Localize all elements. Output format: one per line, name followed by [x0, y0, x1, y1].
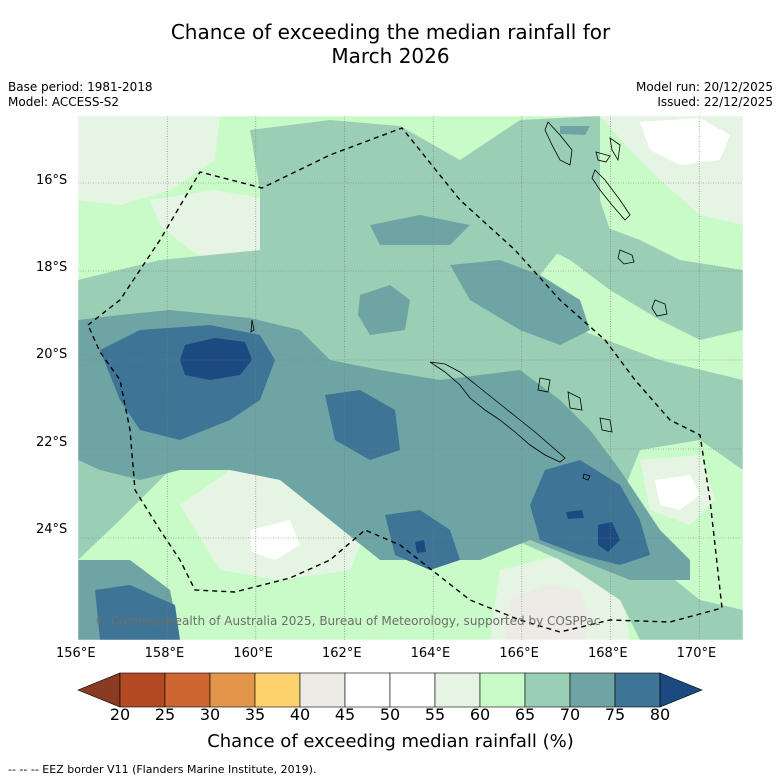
- region-75-80-south: [385, 510, 460, 570]
- vanuatu-central-coast: [591, 169, 631, 221]
- region-70-75-northeast: [450, 260, 590, 345]
- vanuatu-east-coast: [595, 137, 621, 163]
- lon-tick-label: 162°E: [322, 646, 362, 661]
- copyright-notice: © Commonwealth of Australia 2025, Bureau…: [95, 614, 601, 628]
- region-45-55-south: [250, 520, 300, 560]
- colorbar-bin: [119, 672, 166, 708]
- colorbar: [77, 672, 703, 708]
- lon-tick-label: 158°E: [144, 646, 185, 661]
- colorbar-tick-label: 75: [604, 705, 626, 724]
- meta-right: Model run: 20/12/2025 Issued: 22/12/2025: [636, 80, 773, 110]
- colorbar-bin: [299, 672, 346, 708]
- lon-tick-label: 160°E: [233, 646, 273, 661]
- eez-border: [87, 127, 723, 633]
- model-name: Model: ACCESS-S2: [8, 95, 120, 109]
- eez-legend-note: -- -- -- EEZ border V11 (Flanders Marine…: [8, 763, 317, 776]
- lat-tick-label: 18°S: [36, 259, 68, 275]
- region-45-55-north: [640, 118, 730, 165]
- colorbar-bins: [119, 672, 661, 708]
- colorbar-tick-label: 80: [649, 705, 671, 724]
- colorbar-tick-label: 60: [469, 705, 491, 724]
- colorbar-bin: [614, 672, 661, 708]
- isle-of-pines-coast: [582, 473, 591, 481]
- region-75-80-far-southwest: [95, 585, 180, 640]
- colorbar-bin: [569, 672, 616, 708]
- chesterfield-coast: [250, 319, 255, 333]
- loyalty-islands-coast: [537, 377, 613, 433]
- lat-tick-label: 16°S: [36, 172, 68, 188]
- title-line-2: March 2026: [331, 44, 450, 68]
- vanuatu-north-coast: [544, 121, 573, 166]
- issued-date: Issued: 22/12/2025: [657, 95, 773, 109]
- colorbar-tick-label: 45: [334, 705, 356, 724]
- colorbar-tick-label: 70: [559, 705, 581, 724]
- region-75-80-southeast: [530, 460, 650, 565]
- colorbar-tick-label: 40: [289, 705, 311, 724]
- colorbar-tick-label: 65: [514, 705, 536, 724]
- region-45-55-east: [655, 475, 700, 510]
- colorbar-tick-label: 55: [424, 705, 446, 724]
- colorbar-bin: [344, 672, 391, 708]
- model-run: Model run: 20/12/2025: [635, 80, 773, 94]
- lon-tick-label: 164°E: [410, 646, 451, 661]
- colorbar-bin: [524, 672, 571, 708]
- region-65-70-east: [520, 225, 743, 340]
- colorbar-bin: [254, 672, 301, 708]
- lon-tick-label: 168°E: [588, 646, 628, 661]
- coastlines: [250, 121, 668, 481]
- region-over-80-southeast-a: [598, 522, 620, 552]
- map-fill-layer: [78, 116, 743, 640]
- region-over-80-south: [415, 540, 426, 553]
- lon-tick-label: 166°E: [499, 646, 539, 661]
- region-over-80-west: [180, 338, 252, 380]
- region-70-75-mid: [358, 285, 410, 335]
- region-70-75-top-right: [560, 126, 590, 135]
- colorbar-bin: [164, 672, 211, 708]
- colorbar-extend-high: [659, 672, 703, 708]
- vanuatu-south-coast: [617, 249, 635, 265]
- colorbar-extend-low: [77, 672, 121, 708]
- colorbar-bin: [479, 672, 526, 708]
- region-40-45-south: [505, 585, 590, 640]
- map-frame: [77, 115, 744, 641]
- lon-tick-label: 170°E: [676, 646, 717, 661]
- colorbar-bin: [389, 672, 436, 708]
- meta-left: Base period: 1981-2018 Model: ACCESS-S2: [8, 80, 153, 110]
- colorbar-bin: [434, 672, 481, 708]
- graticule: [78, 116, 743, 640]
- colorbar-tick-label: 30: [199, 705, 221, 724]
- chart-title: Chance of exceeding the median rainfall …: [0, 20, 781, 68]
- colorbar-bin: [209, 672, 256, 708]
- region-70-75-north: [370, 215, 470, 245]
- colorbar-tick-label: 50: [379, 705, 401, 724]
- region-over-80-southeast-b: [566, 510, 584, 519]
- lat-tick-label: 22°S: [36, 434, 68, 450]
- new-caledonia-coast: [429, 361, 566, 463]
- colorbar-title: Chance of exceeding median rainfall (%): [207, 731, 574, 752]
- lat-tick-label: 24°S: [36, 521, 68, 537]
- colorbar-tick-label: 20: [109, 705, 131, 724]
- region-75-80-mid: [325, 390, 400, 460]
- lat-tick-label: 20°S: [36, 347, 68, 363]
- colorbar-tick-label: 25: [154, 705, 176, 724]
- tanna-coast: [651, 299, 668, 317]
- colorbar-tick-label: 35: [244, 705, 266, 724]
- lon-tick-label: 156°E: [56, 646, 96, 661]
- base-period: Base period: 1981-2018: [8, 80, 153, 94]
- title-line-1: Chance of exceeding the median rainfall …: [170, 20, 611, 44]
